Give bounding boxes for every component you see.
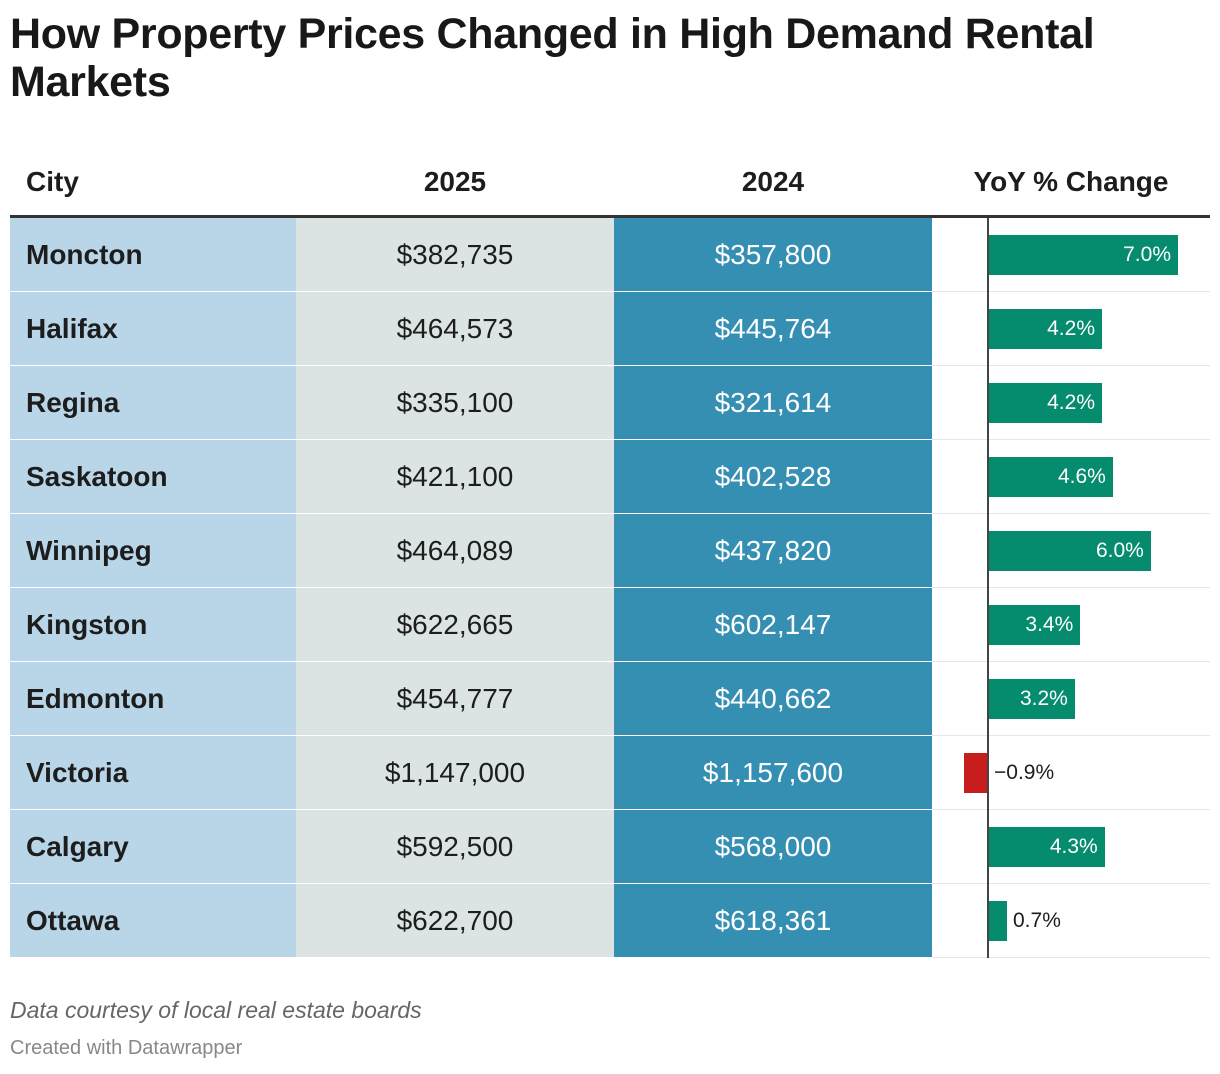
cell-2025: $464,573 [296,292,614,366]
yoy-bar [988,679,1075,719]
cell-yoy: −0.9% [932,736,1210,810]
cell-2024: $402,528 [614,440,932,514]
yoy-value-label: 4.2% [1047,317,1095,340]
cell-2025: $592,500 [296,810,614,884]
table-row: Winnipeg $464,089 $437,820 6.0% [10,514,1210,588]
table-row: Regina $335,100 $321,614 4.2% [10,366,1210,440]
table-header: City 2025 2024 YoY % Change [10,148,1210,218]
cell-yoy: 3.2% [932,662,1210,736]
yoy-bar [988,827,1105,867]
cell-2024: $568,000 [614,810,932,884]
cell-city: Moncton [10,218,296,292]
table-body: Moncton $382,735 $357,800 7.0% Halifax $464,5… [10,218,1210,958]
yoy-bar [988,901,1007,941]
cell-2024: $357,800 [614,218,932,292]
cell-2025: $421,100 [296,440,614,514]
yoy-value-label: 7.0% [1123,243,1171,266]
cell-yoy: 3.4% [932,588,1210,662]
table-row: Saskatoon $421,100 $402,528 4.6% [10,440,1210,514]
yoy-value-label: 0.7% [1013,909,1061,932]
cell-2024: $445,764 [614,292,932,366]
source-note: Data courtesy of local real estate board… [10,997,422,1023]
table-row: Calgary $592,500 $568,000 4.3% [10,810,1210,884]
yoy-value-label: 3.2% [1019,687,1068,710]
yoy-bar [988,457,1113,497]
cell-yoy: 4.3% [932,810,1210,884]
column-header-city[interactable]: City [26,165,79,197]
cell-city: Victoria [10,736,296,810]
yoy-bar [963,753,988,793]
cell-2024: $602,147 [614,588,932,662]
cell-city: Edmonton [10,662,296,736]
cell-yoy: 4.2% [932,366,1210,440]
cell-city: Ottawa [10,884,296,958]
cell-city: Winnipeg [10,514,296,588]
cell-2025: $622,700 [296,884,614,958]
table-row: Edmonton $454,777 $440,662 3.2% [10,662,1210,736]
yoy-bar [988,309,1102,349]
yoy-value-label: 3.4% [1025,613,1074,636]
yoy-bar [988,383,1102,423]
cell-city: Calgary [10,810,296,884]
cell-2024: $437,820 [614,514,932,588]
cell-2024: $321,614 [614,366,932,440]
cell-yoy: 0.7% [932,884,1210,958]
cell-city: Saskatoon [10,440,296,514]
table-row: Halifax $464,573 $445,764 4.2% [10,292,1210,366]
table-row: Ottawa $622,700 $618,361 0.7% [10,884,1210,958]
yoy-bar [988,531,1151,571]
column-header-yoy[interactable]: YoY % Change [973,165,1169,197]
cell-2025: $382,735 [296,218,614,292]
cell-2025: $454,777 [296,662,614,736]
column-header-2025[interactable]: 2025 [423,165,487,197]
cell-2025: $1,147,000 [296,736,614,810]
yoy-zero-axis [987,218,989,958]
cell-yoy: 4.6% [932,440,1210,514]
cell-yoy: 7.0% [932,218,1210,292]
yoy-value-label: −0.9% [994,761,1055,784]
table-row: Kingston $622,665 $602,147 3.4% [10,588,1210,662]
credit-line: Created with Datawrapper [10,1037,243,1059]
table-row: Moncton $382,735 $357,800 7.0% [10,218,1210,292]
yoy-bar [988,605,1081,645]
column-header-2024[interactable]: 2024 [741,165,805,197]
cell-city: Kingston [10,588,296,662]
cell-yoy: 4.2% [932,292,1210,366]
cell-yoy: 6.0% [932,514,1210,588]
cell-2025: $622,665 [296,588,614,662]
cell-2024: $618,361 [614,884,932,958]
cell-2024: $1,157,600 [614,736,932,810]
yoy-value-label: 6.0% [1095,539,1144,562]
yoy-value-label: 4.2% [1047,391,1095,414]
yoy-value-label: 4.3% [1049,835,1098,858]
table-row: Victoria $1,147,000 $1,157,600 −0.9% [10,736,1210,810]
data-table: City 2025 2024 YoY % Change Moncton $382,… [10,148,1210,958]
cell-2024: $440,662 [614,662,932,736]
cell-2025: $464,089 [296,514,614,588]
yoy-value-label: 4.6% [1057,465,1106,488]
cell-city: Regina [10,366,296,440]
cell-2025: $335,100 [296,366,614,440]
yoy-bar [988,235,1178,275]
cell-city: Halifax [10,292,296,366]
chart-title: How Property Prices Changed in High Dema… [10,10,1095,106]
